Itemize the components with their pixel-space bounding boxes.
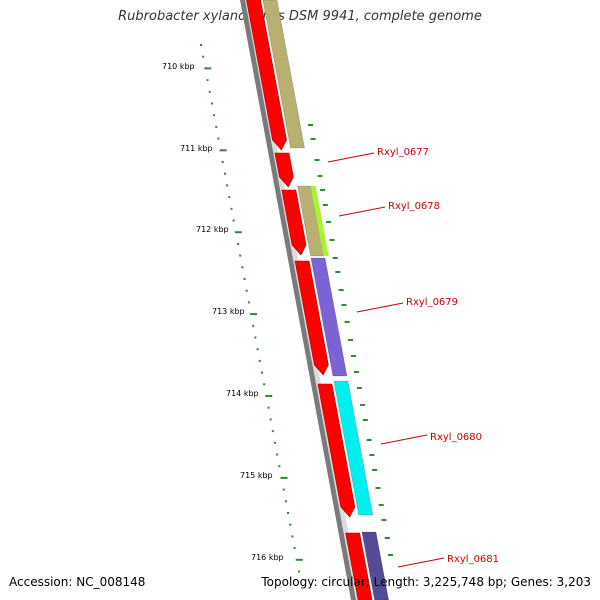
cds-arrow xyxy=(274,152,294,188)
gene-label[interactable]: Rxyl_0680 xyxy=(430,432,482,443)
kbp-tick-label: 715 kbp xyxy=(240,471,273,480)
kbp-tick-label: 714 kbp xyxy=(226,389,259,398)
cds-arrow xyxy=(317,383,356,518)
gene-label[interactable]: Rxyl_0681 xyxy=(447,554,499,565)
gene-label[interactable]: Rxyl_0678 xyxy=(388,201,440,212)
gene-label-leader xyxy=(327,152,375,163)
kbp-tick-labels: 710 kbp 711 kbp 712 kbp 713 kbp 714 kbp 715 k… xyxy=(162,62,284,562)
feature-track xyxy=(262,0,389,600)
gene-label-leader xyxy=(338,206,386,217)
gene-label[interactable]: Rxyl_0679 xyxy=(406,297,458,308)
kbp-tick-label: 713 kbp xyxy=(212,307,245,316)
gene-label-leader xyxy=(380,434,428,445)
feature-block xyxy=(361,531,389,600)
gc-dotted-track xyxy=(200,44,393,573)
kbp-tick-label: 711 kbp xyxy=(180,144,213,153)
kbp-tick-label: 716 kbp xyxy=(251,553,284,562)
gene-label-leader xyxy=(397,557,445,568)
genome-summary: Topology: circular; Length: 3,225,748 bp… xyxy=(261,575,591,589)
feature-block xyxy=(333,380,374,516)
cds-arrow xyxy=(246,0,287,151)
feature-block xyxy=(310,186,329,256)
cds-arrow xyxy=(345,532,373,600)
genome-backbone xyxy=(240,0,361,600)
kbp-tick-label: 712 kbp xyxy=(196,225,229,234)
cds-arrow xyxy=(281,189,307,256)
accession-text: Accession: NC_008148 xyxy=(9,575,146,589)
feature-block xyxy=(262,0,305,149)
map-title: Rubrobacter xylanophilus DSM 9941, compl… xyxy=(118,9,482,24)
gene-label-leader xyxy=(356,302,404,313)
gene-labels[interactable]: Rxyl_0677 Rxyl_0678 Rxyl_0679 Rxyl_0680 Rxyl… xyxy=(327,147,499,568)
cds-arrow xyxy=(294,260,329,376)
cds-track xyxy=(246,0,373,600)
gene-label[interactable]: Rxyl_0677 xyxy=(377,147,429,158)
kbp-tick-label: 710 kbp xyxy=(162,62,195,71)
feature-block xyxy=(310,257,348,377)
